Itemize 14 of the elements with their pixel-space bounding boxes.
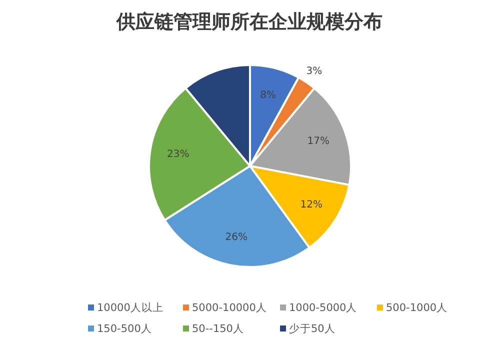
legend-label: 500-1000人 xyxy=(386,302,448,314)
legend-label: 少于50人 xyxy=(289,322,336,335)
chart-title: 供应链管理师所在企业规模分布 xyxy=(116,11,382,33)
legend-label: 10000人以上 xyxy=(97,301,164,314)
legend-label: 1000-5000人 xyxy=(289,302,358,314)
data-label: 12% xyxy=(300,199,323,210)
data-label: 3% xyxy=(306,66,322,78)
data-label: 8% xyxy=(260,90,276,102)
legend-label: 50--150人 xyxy=(192,323,244,335)
legend-label: 150-500人 xyxy=(97,323,152,335)
data-label: 23% xyxy=(167,149,190,160)
legend-label: 5000-10000人 xyxy=(192,302,267,314)
data-label: 17% xyxy=(307,136,330,147)
data-label: 26% xyxy=(225,232,248,243)
